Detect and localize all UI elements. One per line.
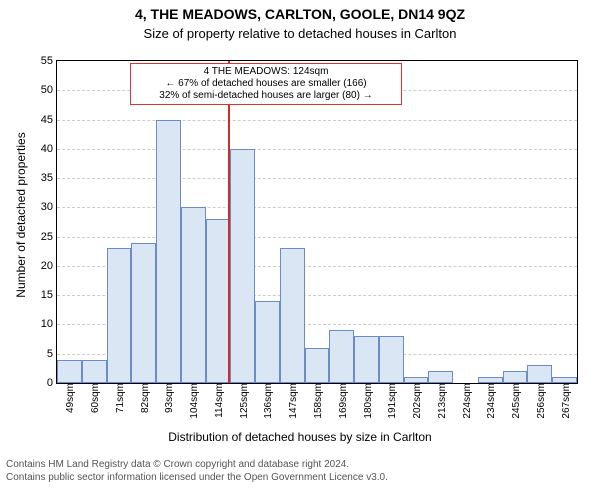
histogram-bar bbox=[156, 120, 181, 383]
annotation-line: ← 67% of detached houses are smaller (16… bbox=[137, 78, 395, 90]
annotation-line: 32% of semi-detached houses are larger (… bbox=[137, 90, 395, 102]
x-tick-label: 104sqm bbox=[186, 383, 200, 419]
annotation-box: 4 THE MEADOWS: 124sqm← 67% of detached h… bbox=[130, 63, 402, 105]
footer-line: Contains public sector information licen… bbox=[6, 472, 388, 485]
y-tick-label: 20 bbox=[41, 260, 57, 272]
x-tick-label: 114sqm bbox=[211, 383, 225, 418]
histogram-bar bbox=[527, 365, 552, 383]
gridline bbox=[57, 120, 577, 121]
y-axis-label: Number of detached properties bbox=[14, 60, 28, 370]
y-tick-label: 30 bbox=[41, 201, 57, 213]
y-tick-label: 5 bbox=[47, 348, 57, 360]
y-tick-label: 50 bbox=[41, 84, 57, 96]
histogram-bar bbox=[131, 243, 156, 384]
histogram-bar bbox=[354, 336, 379, 383]
footer-line: Contains HM Land Registry data © Crown c… bbox=[6, 459, 388, 472]
histogram-bar bbox=[503, 371, 528, 383]
histogram-bar bbox=[57, 360, 82, 383]
x-tick-label: 158sqm bbox=[310, 383, 324, 419]
gridline bbox=[57, 207, 577, 208]
y-tick-label: 45 bbox=[41, 114, 57, 126]
x-tick-label: 256sqm bbox=[533, 383, 547, 419]
histogram-bar bbox=[428, 371, 453, 383]
x-tick-label: 202sqm bbox=[409, 383, 423, 419]
x-tick-label: 125sqm bbox=[236, 383, 250, 419]
x-axis-label: Distribution of detached houses by size … bbox=[0, 430, 600, 444]
x-tick-label: 213sqm bbox=[434, 383, 448, 419]
y-tick-label: 35 bbox=[41, 172, 57, 184]
histogram-bar bbox=[82, 360, 107, 383]
x-tick-label: 180sqm bbox=[360, 383, 374, 419]
reference-line bbox=[228, 61, 230, 383]
y-tick-label: 0 bbox=[47, 377, 57, 389]
x-tick-label: 136sqm bbox=[260, 383, 274, 419]
x-tick-label: 82sqm bbox=[137, 383, 151, 413]
y-tick-label: 25 bbox=[41, 231, 57, 243]
chart-title: 4, THE MEADOWS, CARLTON, GOOLE, DN14 9QZ bbox=[0, 6, 600, 22]
y-tick-label: 55 bbox=[41, 55, 57, 67]
gridline bbox=[57, 178, 577, 179]
histogram-bar bbox=[206, 219, 231, 383]
chart-subtitle: Size of property relative to detached ho… bbox=[0, 26, 600, 41]
y-tick-label: 40 bbox=[41, 143, 57, 155]
histogram-bar bbox=[181, 207, 206, 383]
annotation-line: 4 THE MEADOWS: 124sqm bbox=[137, 66, 395, 78]
histogram-bar bbox=[255, 301, 280, 383]
x-tick-label: 147sqm bbox=[285, 383, 299, 419]
x-tick-label: 169sqm bbox=[335, 383, 349, 419]
x-tick-label: 191sqm bbox=[384, 383, 398, 419]
y-tick-label: 10 bbox=[41, 318, 57, 330]
x-tick-label: 245sqm bbox=[508, 383, 522, 419]
gridline bbox=[57, 149, 577, 150]
plot-area: 051015202530354045505549sqm60sqm71sqm82s… bbox=[56, 60, 578, 384]
x-tick-label: 60sqm bbox=[87, 383, 101, 413]
y-tick-label: 15 bbox=[41, 289, 57, 301]
histogram-bar bbox=[329, 330, 354, 383]
x-tick-label: 71sqm bbox=[112, 383, 126, 413]
x-tick-label: 234sqm bbox=[483, 383, 497, 419]
x-tick-label: 224sqm bbox=[459, 383, 473, 419]
gridline bbox=[57, 237, 577, 238]
footer-attribution: Contains HM Land Registry data © Crown c… bbox=[0, 455, 394, 488]
x-tick-label: 49sqm bbox=[62, 383, 76, 413]
histogram-bar bbox=[107, 248, 132, 383]
histogram-bar bbox=[230, 149, 255, 383]
x-tick-label: 267sqm bbox=[558, 383, 572, 419]
chart-container: 4, THE MEADOWS, CARLTON, GOOLE, DN14 9QZ… bbox=[0, 0, 600, 500]
histogram-bar bbox=[305, 348, 330, 383]
histogram-bar bbox=[379, 336, 404, 383]
histogram-bar bbox=[280, 248, 305, 383]
x-tick-label: 93sqm bbox=[161, 383, 175, 413]
